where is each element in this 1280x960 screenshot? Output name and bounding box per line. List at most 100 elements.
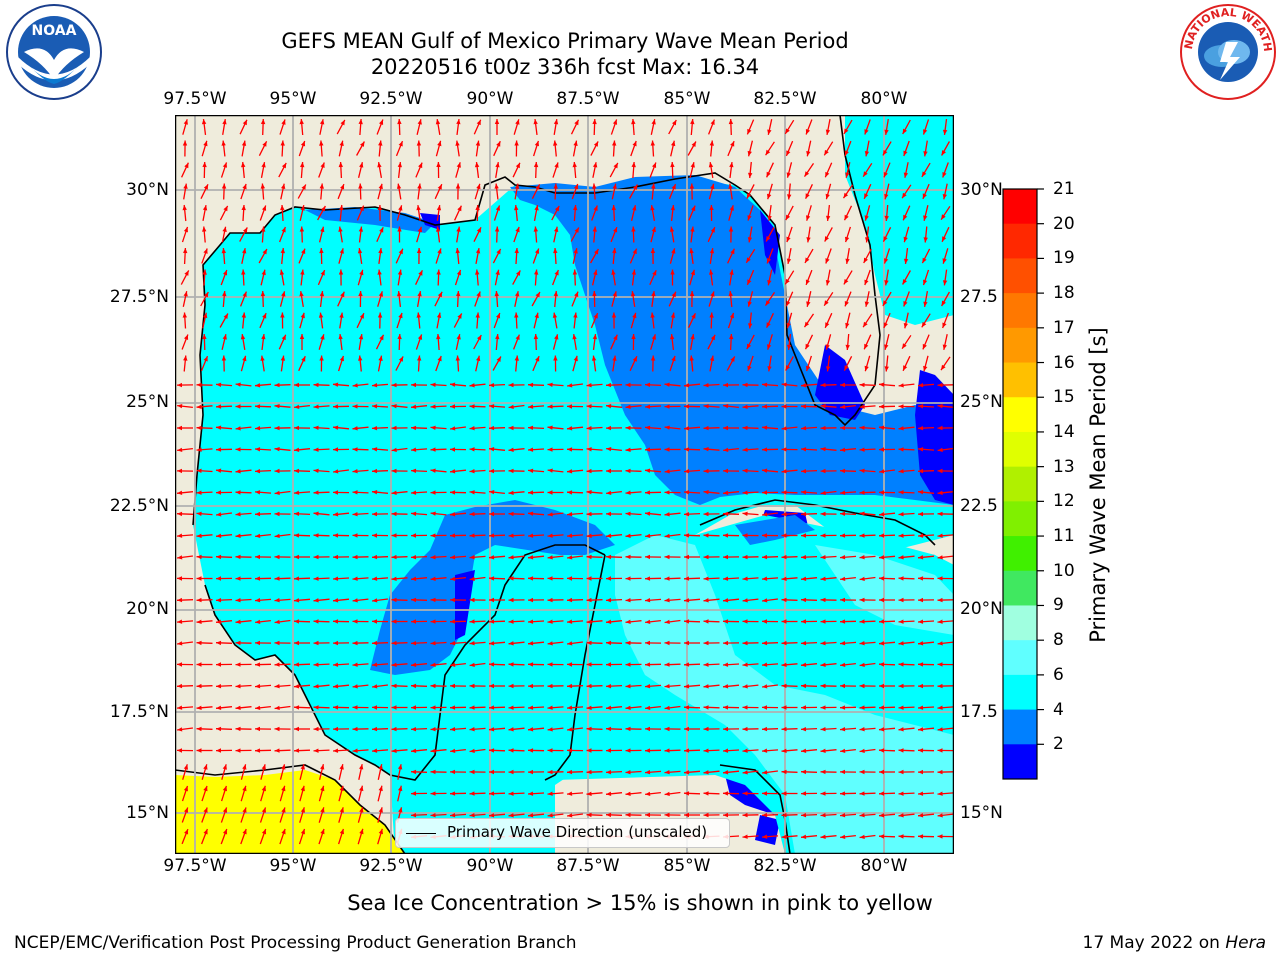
wave-arrow-head (684, 533, 690, 538)
wave-arrow-head (222, 785, 227, 792)
wave-arrow-head (313, 404, 319, 409)
wave-arrow-head (625, 726, 631, 732)
wave-arrow-head (235, 490, 241, 495)
wave-arrow-head (586, 426, 592, 431)
wave-arrow-head (923, 301, 928, 307)
wave-arrow-head (903, 323, 908, 329)
wave-arrow-head (612, 183, 617, 189)
wave-arrow-head (918, 641, 924, 646)
wave-arrow-head (489, 533, 495, 538)
wave-arrow-head (358, 355, 363, 361)
wave-arrow-head (489, 683, 494, 689)
wave-arrow-head (703, 684, 709, 689)
wave-arrow-head (196, 619, 202, 624)
wave-arrow-head (645, 468, 651, 473)
wave-arrow-head (937, 748, 943, 753)
wave-arrow-head (437, 356, 442, 362)
wave-arrow-head (320, 785, 325, 792)
wave-arrow-head (397, 764, 403, 770)
wave-arrow-head (747, 150, 752, 157)
wave-arrow-head (723, 640, 728, 646)
wave-arrow-head (411, 468, 417, 473)
wave-arrow-head (320, 334, 325, 340)
wave-arrow-head (859, 382, 865, 388)
x-tick-top: 82.5°W (753, 89, 817, 109)
wave-arrow-head (937, 683, 943, 689)
wave-arrow-head (942, 236, 947, 242)
y-tick-right: 27.5 (960, 287, 998, 307)
wave-arrow-head (801, 619, 806, 624)
wave-arrow-head (625, 684, 631, 689)
wave-arrow-head (684, 576, 690, 581)
colorbar-segment (1003, 293, 1037, 329)
wave-arrow-head (514, 183, 520, 189)
wave-arrow-head (391, 404, 397, 409)
wave-arrow-head (469, 813, 475, 818)
wave-arrow-head (942, 344, 947, 350)
wave-arrow-head (586, 597, 592, 603)
wave-arrow-head (411, 555, 417, 560)
wave-arrow-head (397, 334, 402, 340)
wave-arrow-head (747, 365, 752, 372)
wave-arrow-head (785, 214, 791, 221)
wave-arrow-head (313, 705, 319, 710)
wave-arrow-head (586, 554, 592, 560)
wave-arrow-head (586, 404, 592, 409)
wave-arrow-head (235, 748, 241, 753)
wave-arrow-head (281, 227, 286, 233)
wave-arrow-head (631, 334, 636, 339)
wave-arrow-head (762, 404, 768, 409)
wave-arrow-head (863, 171, 868, 177)
wave-arrow-head (625, 640, 631, 646)
wave-arrow-head (606, 447, 612, 452)
wave-arrow-head (372, 490, 378, 495)
wave-arrow-head (859, 468, 865, 473)
wave-arrow-head (372, 426, 378, 431)
wave-arrow-head (723, 726, 728, 732)
wave-arrow-head (709, 140, 714, 146)
wave-arrow-head (261, 162, 266, 168)
wave-arrow-head (781, 662, 787, 667)
wave-arrow-head (333, 705, 339, 710)
wave-arrow-head (781, 726, 787, 732)
wave-arrow-head (742, 425, 748, 431)
map-title: GEFS MEAN Gulf of Mexico Primary Wave Me… (281, 29, 849, 53)
wave-arrow-head (921, 321, 927, 328)
wave-arrow-head (762, 684, 768, 689)
wave-arrow-head (879, 512, 885, 517)
wave-arrow-head (762, 791, 767, 796)
wave-arrow-head (921, 171, 927, 177)
wave-arrow-head (411, 447, 417, 452)
wave-arrow-head (606, 726, 612, 732)
wave-arrow-head (255, 533, 261, 538)
wave-arrow-head (515, 119, 520, 125)
wave-arrow-head (684, 748, 690, 753)
wave-arrow-head (606, 425, 611, 431)
wave-arrow-head (352, 598, 358, 603)
wave-arrow-head (884, 280, 889, 286)
y-tick-right: 30°N (960, 180, 1003, 200)
colorbar-tick-label: 17 (1053, 317, 1075, 338)
wave-arrow-head (508, 468, 514, 474)
wave-arrow-head (586, 383, 592, 388)
wave-arrow-head (391, 382, 397, 388)
wave-arrow-head (547, 555, 553, 560)
colorbar-segment (1003, 362, 1037, 398)
wave-arrow-head (625, 404, 631, 409)
wave-arrow-head (762, 533, 767, 538)
wave-arrow-head (703, 533, 709, 538)
wave-arrow-head (411, 597, 417, 603)
wave-arrow-head (567, 769, 573, 775)
wave-arrow-head (613, 162, 618, 169)
map-subtitle: 20220516 t00z 336h fcst Max: 16.34 (370, 55, 760, 79)
wave-arrow-head (879, 791, 885, 796)
wave-arrow-head (241, 205, 246, 211)
wave-arrow-head (708, 162, 714, 168)
wave-arrow-head (514, 355, 519, 361)
wave-arrow-head (222, 162, 227, 168)
wave-arrow-head (372, 684, 378, 689)
wave-arrow-head (762, 640, 768, 646)
wave-arrow-head (762, 468, 768, 473)
wave-arrow-head (703, 662, 709, 667)
wave-arrow-head (469, 469, 475, 474)
